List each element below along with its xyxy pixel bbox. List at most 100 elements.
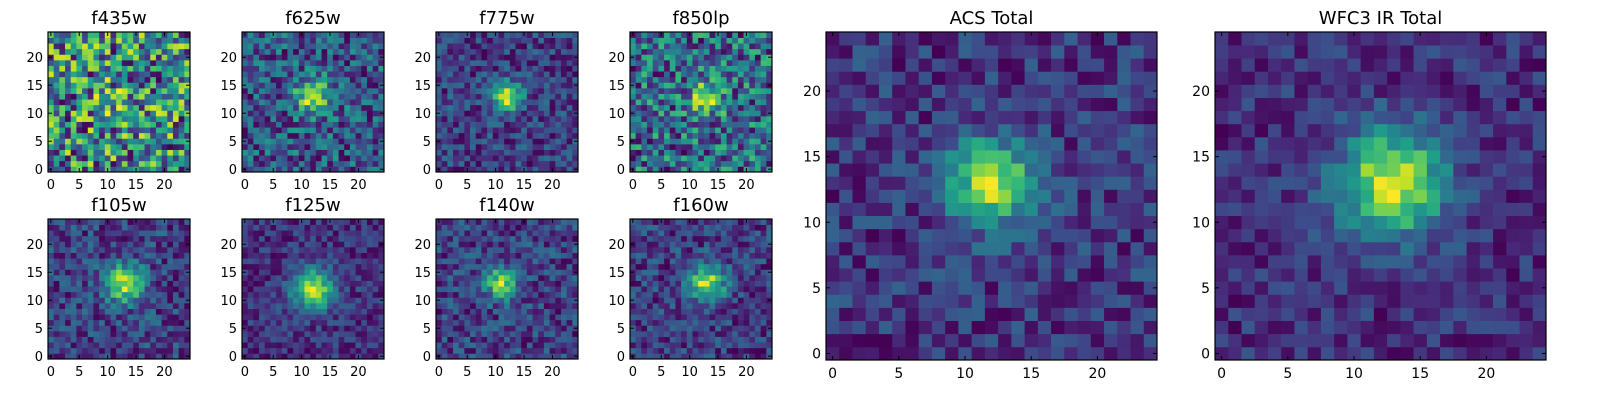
heatmap-cell: [664, 280, 671, 287]
heatmap-cell: [59, 110, 66, 117]
heatmap-cell: [327, 60, 334, 66]
heatmap-cell: [87, 65, 94, 72]
heatmap-cell: [361, 71, 368, 78]
heatmap-cell: [87, 347, 94, 354]
heatmap-cell: [321, 291, 328, 298]
heatmap-cell: [664, 166, 671, 173]
heatmap-cell: [144, 314, 151, 321]
heatmap-cell: [566, 353, 573, 360]
heatmap-cell: [453, 219, 460, 225]
heatmap-cell: [538, 76, 545, 83]
heatmap-cell: [498, 104, 505, 111]
heatmap-cell: [70, 149, 77, 156]
heatmap-cell: [453, 303, 460, 309]
heatmap-cell: [293, 263, 300, 270]
heatmap-cell: [70, 32, 77, 38]
heatmap-cell: [453, 241, 460, 248]
heatmap-cell: [110, 303, 117, 309]
heatmap-cell: [48, 319, 55, 326]
heatmap-cell: [441, 93, 448, 100]
heatmap-cell: [361, 219, 368, 225]
heatmap-cell: [372, 230, 379, 237]
heatmap-cell: [475, 347, 482, 354]
heatmap-cell: [293, 144, 300, 150]
heatmap-cell: [447, 252, 454, 259]
heatmap-cell: [264, 155, 271, 162]
heatmap-cell: [281, 71, 288, 78]
heatmap-cell: [93, 336, 100, 343]
heatmap-cell: [732, 319, 739, 326]
heatmap-cell: [349, 336, 356, 343]
heatmap-cell: [48, 43, 55, 50]
heatmap-cell: [658, 149, 665, 156]
heatmap-cell: [264, 110, 271, 117]
heatmap-cell: [658, 76, 665, 83]
heatmap-cell: [253, 65, 260, 72]
heatmap-cell: [116, 121, 123, 128]
heatmap-cell: [349, 297, 356, 304]
heatmap-cell: [458, 314, 465, 321]
heatmap-cell: [361, 155, 368, 162]
heatmap-cell: [641, 93, 648, 100]
heatmap-cell: [366, 286, 373, 293]
heatmap-cell: [144, 353, 151, 360]
heatmap-cell: [453, 110, 460, 117]
heatmap-cell: [361, 37, 368, 44]
heatmap-cell: [760, 353, 767, 360]
heatmap-cell: [720, 160, 727, 167]
heatmap-cell: [737, 291, 744, 298]
heatmap-cell: [635, 353, 642, 360]
heatmap-cell: [492, 258, 499, 265]
heatmap-cell: [635, 65, 642, 72]
heatmap-cell: [327, 280, 334, 287]
heatmap-cell: [555, 303, 562, 309]
heatmap-cell: [470, 82, 477, 89]
heatmap-cell: [532, 347, 539, 354]
heatmap-cell: [355, 149, 362, 156]
heatmap-cell: [515, 149, 522, 156]
heatmap-cell: [116, 342, 123, 349]
heatmap-cell: [138, 121, 145, 128]
heatmap-cell: [355, 116, 362, 122]
heatmap-cell: [509, 336, 516, 343]
heatmap-cell: [270, 160, 277, 167]
heatmap-cell: [161, 127, 168, 134]
heatmap-cell: [87, 286, 94, 293]
heatmap-cell: [104, 93, 111, 100]
heatmap-cell: [641, 160, 648, 167]
heatmap-cell: [332, 314, 339, 321]
y-tick-label: 15: [414, 266, 431, 281]
heatmap-cell: [332, 331, 339, 337]
heatmap-cell: [566, 48, 573, 55]
heatmap-cell: [498, 247, 505, 253]
heatmap-cell: [104, 88, 111, 94]
heatmap-cell: [720, 144, 727, 150]
heatmap-cell: [526, 32, 533, 38]
heatmap-cell: [315, 144, 322, 150]
heatmap-cell: [82, 353, 89, 360]
heatmap-cell: [93, 99, 100, 106]
heatmap-cell: [737, 353, 744, 360]
heatmap-cell: [247, 241, 254, 248]
heatmap-cell: [82, 121, 89, 128]
heatmap-cell: [281, 286, 288, 293]
heatmap-cell: [749, 280, 756, 287]
heatmap-cell: [287, 144, 294, 150]
heatmap-cell: [349, 60, 356, 66]
heatmap-cell: [481, 336, 488, 343]
heatmap-cell: [470, 247, 477, 253]
heatmap-cell: [732, 99, 739, 106]
heatmap-cell: [681, 155, 688, 162]
heatmap-cell: [93, 230, 100, 237]
heatmap-cell: [59, 275, 66, 281]
heatmap-cell: [242, 93, 249, 100]
heatmap-cell: [709, 286, 716, 293]
heatmap-cell: [349, 224, 356, 231]
heatmap-cell: [647, 308, 654, 315]
heatmap-cell: [315, 160, 322, 167]
heatmap-cell: [65, 160, 72, 167]
heatmap-cell: [349, 303, 356, 309]
heatmap-cell: [264, 303, 271, 309]
heatmap-cell: [247, 252, 254, 259]
heatmap-cell: [754, 308, 761, 315]
